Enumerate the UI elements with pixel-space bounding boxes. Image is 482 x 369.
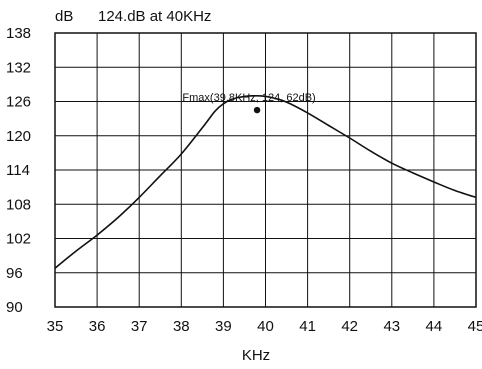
y-tick-label: 108 — [6, 196, 31, 213]
x-tick-label: 42 — [341, 318, 358, 335]
x-tick-label: 43 — [383, 318, 400, 335]
y-tick-label: 96 — [6, 265, 23, 282]
y-tick-label: 132 — [6, 59, 31, 76]
x-axis-label: KHz — [242, 347, 270, 364]
x-tick-label: 35 — [47, 318, 64, 335]
y-tick-label: 126 — [6, 94, 31, 111]
x-tick-label: 41 — [299, 318, 316, 335]
x-tick-label: 39 — [215, 318, 232, 335]
peak-annotation: Fmax(39.8KHz, 124, 62dB) — [182, 92, 315, 104]
y-tick-label: 102 — [6, 231, 31, 248]
plot-frame — [54, 32, 477, 308]
x-tick-label: 40 — [257, 318, 274, 335]
chart-title: 124.dB at 40KHz — [98, 8, 211, 25]
x-tick-label: 38 — [173, 318, 190, 335]
x-tick-label: 37 — [131, 318, 148, 335]
x-axis-ticks: 35 36 37 38 39 40 41 42 43 44 45 — [47, 318, 482, 335]
grid — [54, 32, 477, 308]
y-axis-ticks: 90 96 102 108 114 120 126 132 138 — [6, 25, 31, 316]
series-line — [54, 94, 477, 269]
y-tick-label: 120 — [6, 128, 31, 145]
y-tick-label: 114 — [6, 162, 30, 179]
peak-marker — [253, 106, 261, 114]
x-tick-label: 36 — [89, 318, 106, 335]
x-tick-label: 45 — [468, 318, 482, 335]
y-tick-label: 138 — [6, 25, 31, 42]
x-tick-label: 44 — [426, 318, 443, 335]
y-axis-label: dB — [55, 8, 73, 25]
y-tick-label: 90 — [6, 299, 23, 316]
